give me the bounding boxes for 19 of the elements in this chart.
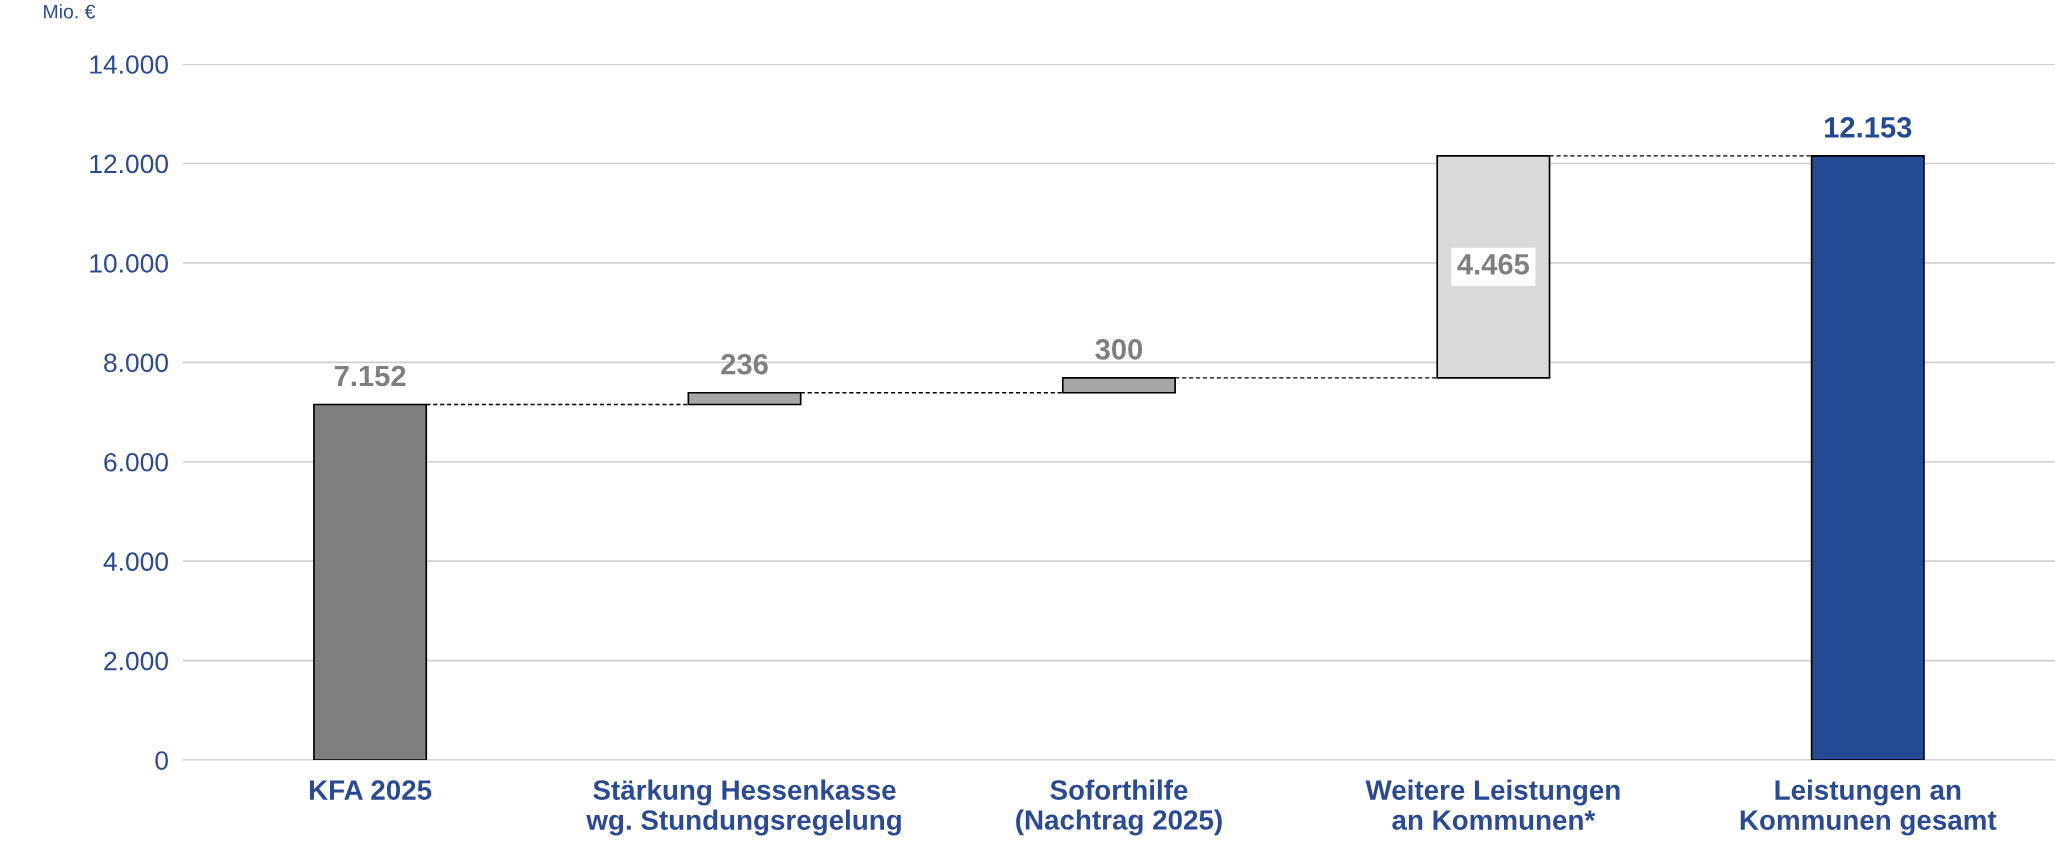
- x-tick-label: Weitere Leistungen an Kommunen*: [1365, 779, 1620, 830]
- y-tick-label: 2.000: [104, 651, 168, 671]
- x-tick-label: Leistungen an Kommunen gesamt: [1740, 779, 1997, 836]
- y-tick-label: 4.000: [103, 552, 168, 572]
- y-tick-label: 6.000: [104, 452, 168, 472]
- y-tick-label: 12.000: [90, 154, 168, 174]
- data-label: 12.153: [1825, 117, 1912, 138]
- x-tick-label: Stärkung Hessenkasse wg. Stundungsregelung: [586, 779, 901, 836]
- data-label: 4.465: [1457, 254, 1530, 275]
- x-tick-label: KFA 2025: [309, 780, 432, 800]
- y-tick-label: 0: [155, 751, 168, 770]
- data-label: 300: [1095, 339, 1143, 360]
- y-axis-title: Mio. €: [44, 4, 96, 19]
- x-tick-label: Soforthilfe (Nachtrag 2025): [1016, 779, 1222, 836]
- y-tick-label: 8.000: [104, 353, 168, 373]
- y-tick-label: 10.000: [90, 254, 168, 273]
- y-tick-label: 14.000: [90, 55, 168, 74]
- data-label: 236: [721, 353, 768, 375]
- data-label: 7.152: [334, 365, 406, 387]
